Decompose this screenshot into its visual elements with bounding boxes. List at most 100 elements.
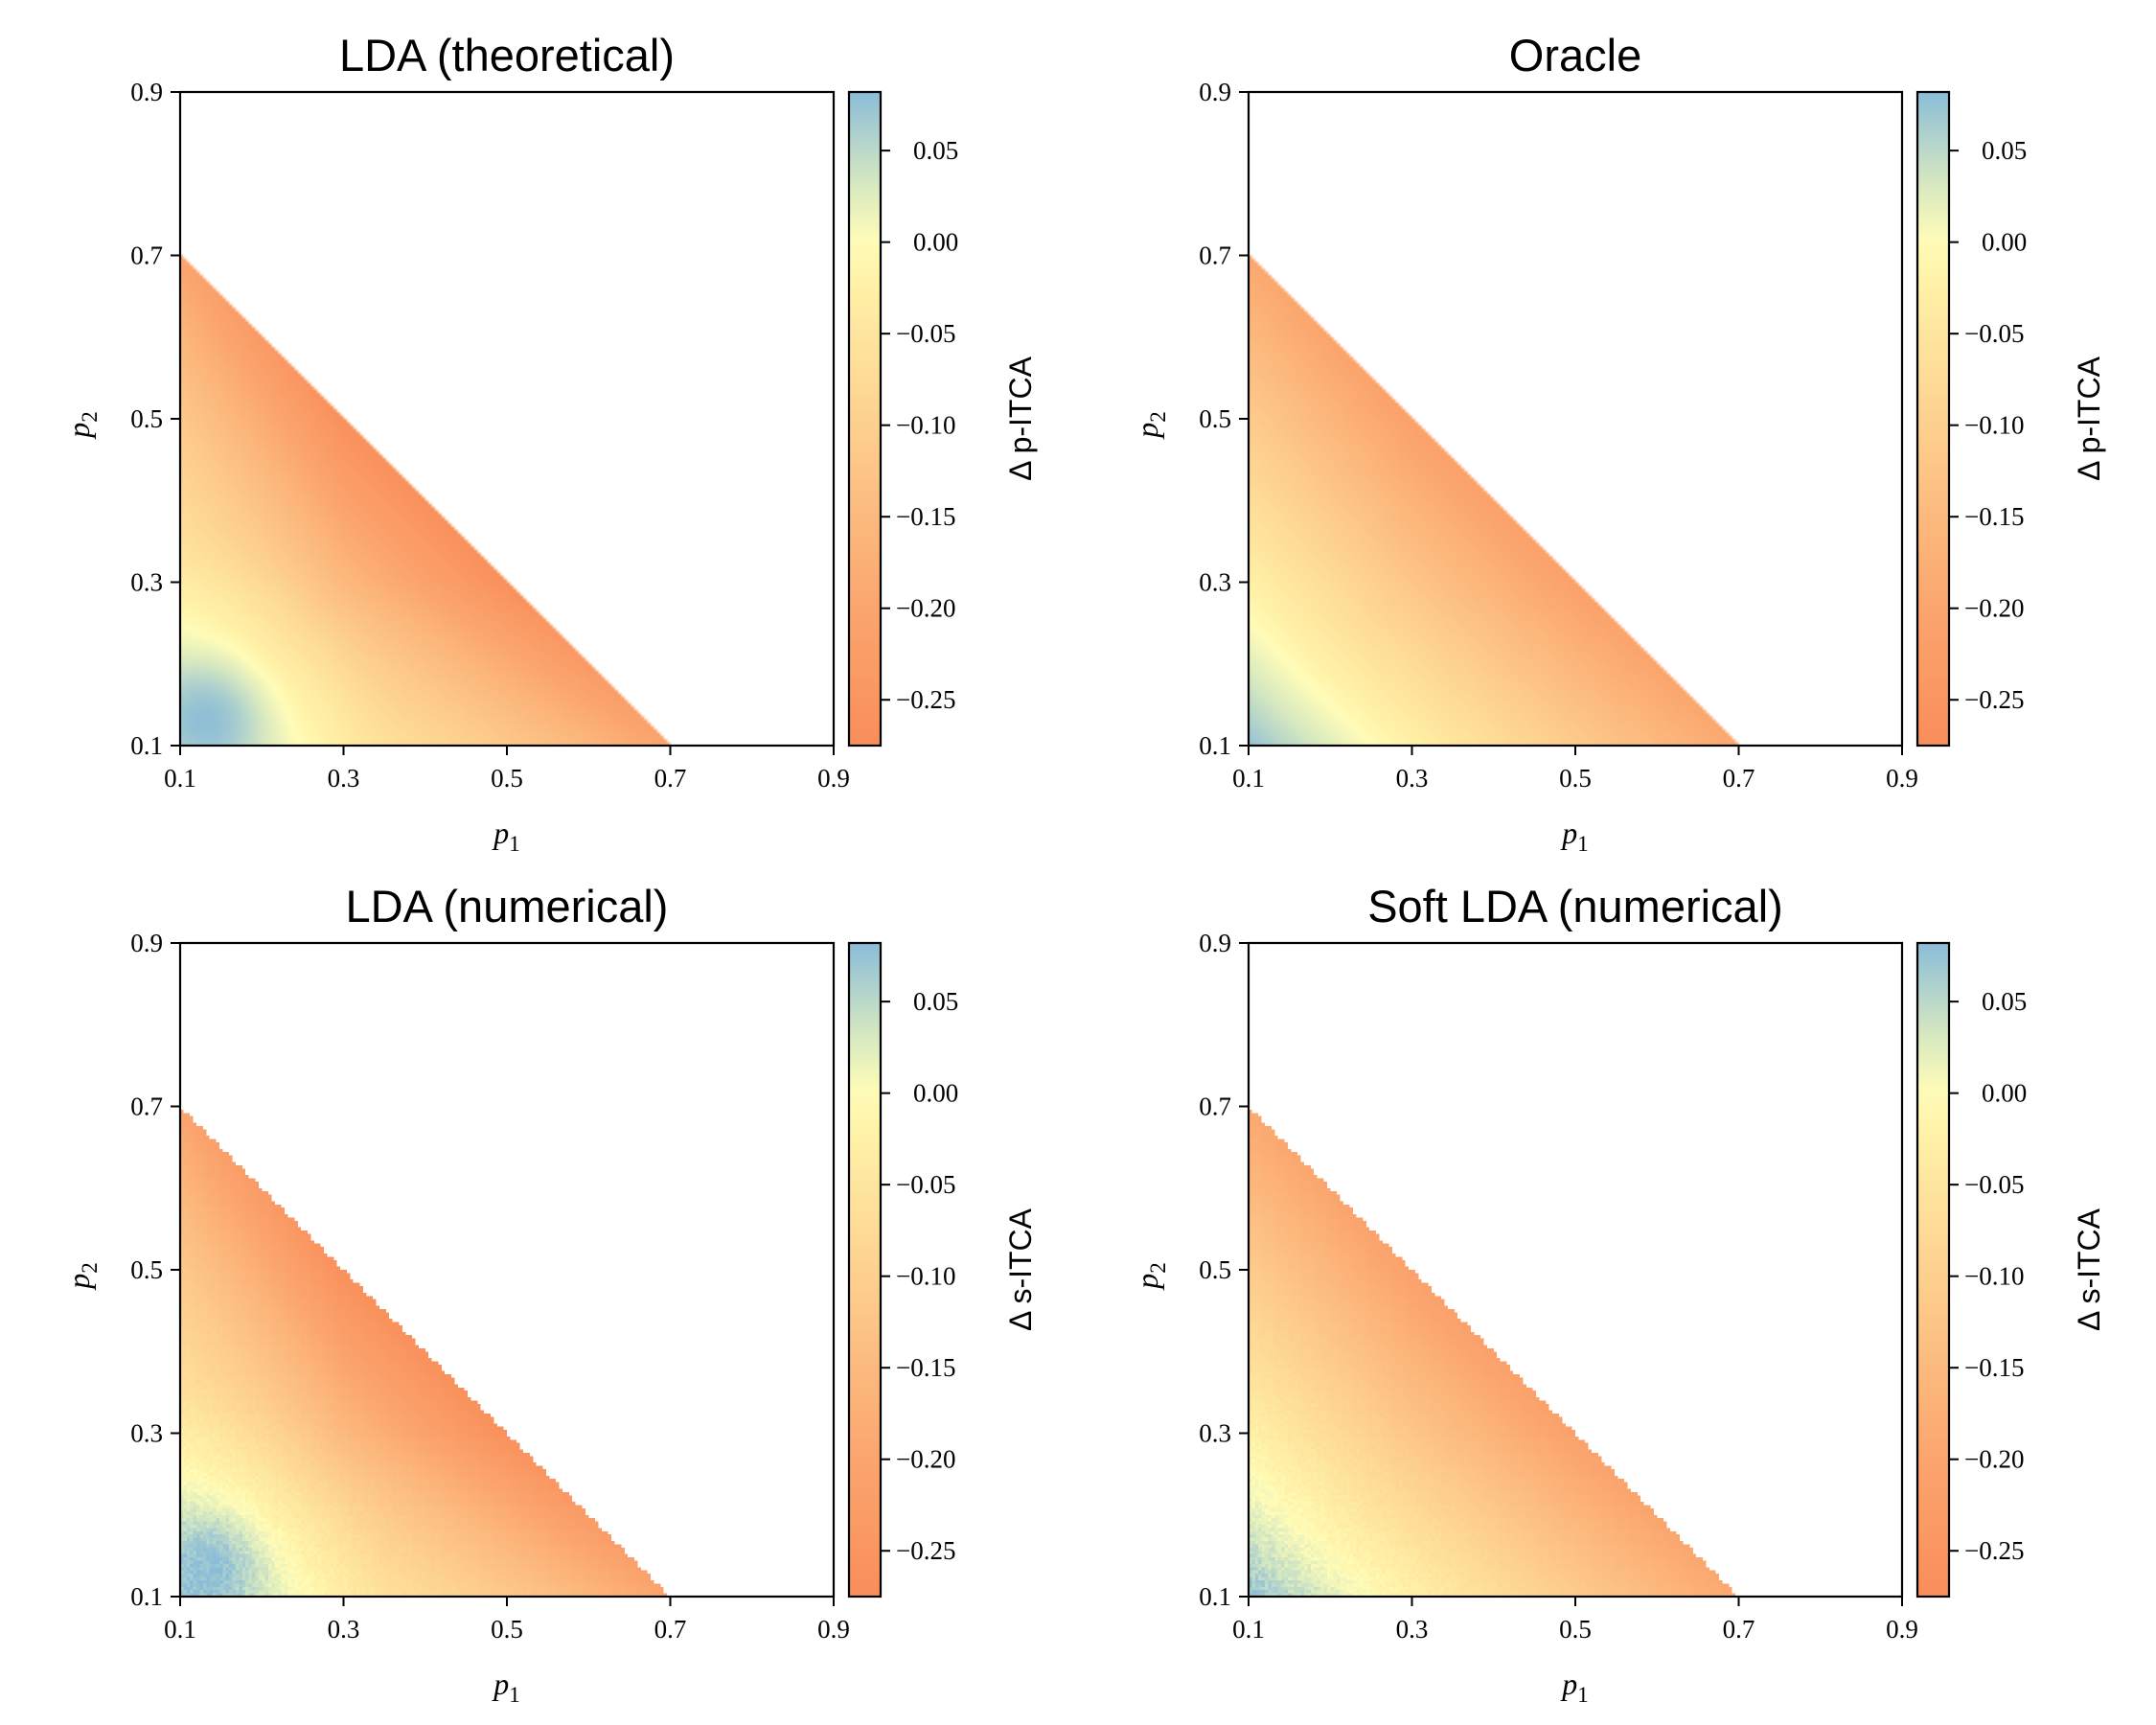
colorbar (849, 943, 881, 1597)
y-axis-label: p2 (1130, 1262, 1170, 1291)
x-tick-label: 0.1 (1232, 764, 1265, 793)
panel-title: Soft LDA (numerical) (1367, 881, 1783, 932)
x-tick-label: 0.1 (1232, 1615, 1265, 1644)
colorbar-tick-label: −0.05 (896, 319, 955, 348)
colorbar-tick-label: −0.15 (1964, 1353, 2024, 1382)
y-tick-label: 0.3 (130, 1419, 163, 1448)
colorbar-tick-label: −0.25 (1964, 1536, 2024, 1565)
y-tick-label: 0.9 (130, 929, 163, 957)
y-tick-label: 0.3 (130, 568, 163, 597)
colorbar-frame (847, 90, 883, 748)
colorbar (1917, 943, 1949, 1597)
y-tick-label: 0.3 (1199, 568, 1231, 597)
x-tick-label: 0.7 (1723, 1615, 1755, 1644)
y-tick-label: 0.7 (1199, 242, 1231, 270)
y-tick-label: 0.5 (130, 1255, 163, 1284)
colorbar-tick-label: −0.25 (896, 1536, 955, 1565)
panel-1: LDA (theoretical) 0.1 0.3 0.5 0.7 0.9 0.1 0.3 0.… (61, 30, 1038, 856)
x-axis-label: p1 (1560, 1667, 1589, 1707)
colorbar-tick-label: 0.00 (913, 1079, 958, 1108)
y-tick-label: 0.5 (1199, 404, 1231, 433)
x-tick-label: 0.9 (817, 764, 850, 793)
colorbar-tick-label: −0.25 (896, 685, 955, 714)
panel-4: Soft LDA (numerical) 0.1 0.3 0.5 0.7 0.9 0.1 0.… (1130, 881, 2106, 1707)
colorbar-tick-label: −0.25 (1964, 685, 2024, 714)
colorbar-tick-label: −0.20 (1964, 1445, 2024, 1474)
colorbar-tick-label: 0.05 (913, 987, 958, 1016)
x-tick-label: 0.1 (164, 764, 196, 793)
y-tick-label: 0.9 (130, 78, 163, 106)
colorbar-tick-label: −0.10 (896, 411, 955, 440)
x-tick-label: 0.5 (1559, 764, 1592, 793)
heatmap-image (1249, 92, 1902, 746)
y-tick-label: 0.9 (1199, 78, 1231, 106)
panels: LDA (theoretical) 0.1 0.3 0.5 0.7 0.9 0.1 0.3 0.… (61, 30, 2106, 1707)
colorbar-tick-label: −0.20 (896, 594, 955, 623)
y-axis-label: p2 (61, 1262, 102, 1291)
colorbar-tick-label: 0.05 (913, 136, 958, 165)
colorbar-tick-label: −0.15 (896, 1353, 955, 1382)
x-tick-label: 0.1 (164, 1615, 196, 1644)
colorbar-tick-label: 0.05 (1982, 987, 2027, 1016)
panel-title: LDA (theoretical) (339, 30, 675, 80)
y-tick-label: 0.1 (1199, 1582, 1231, 1611)
colorbar (849, 92, 881, 746)
y-axis-label: p2 (1130, 411, 1170, 440)
colorbar-label: Δ s-ITCA (1003, 1208, 1038, 1331)
x-axis-label: p1 (492, 1667, 520, 1707)
y-tick-label: 0.7 (1199, 1092, 1231, 1121)
y-tick-label: 0.1 (130, 731, 163, 760)
colorbar-tick-label: −0.20 (1964, 594, 2024, 623)
colorbar-frame (847, 941, 883, 1598)
x-tick-label: 0.7 (1723, 764, 1755, 793)
y-tick-label: 0.7 (130, 242, 163, 270)
colorbar-tick-label: 0.00 (913, 228, 958, 257)
x-tick-label: 0.3 (328, 1615, 360, 1644)
colorbar-tick-label: −0.10 (1964, 411, 2024, 440)
colorbar-label: Δ p-ITCA (1003, 356, 1038, 481)
x-tick-label: 0.9 (1886, 1615, 1918, 1644)
panel-title: Oracle (1509, 30, 1641, 80)
x-tick-label: 0.3 (1396, 1615, 1429, 1644)
colorbar-tick-label: 0.00 (1982, 228, 2027, 257)
y-tick-label: 0.1 (130, 1582, 163, 1611)
heatmap-image (180, 92, 834, 746)
x-tick-label: 0.5 (491, 764, 523, 793)
colorbar-tick-label: 0.00 (1982, 1079, 2027, 1108)
colorbar-tick-label: −0.05 (1964, 1170, 2024, 1199)
colorbar-tick-label: −0.15 (896, 502, 955, 531)
colorbar-label: Δ p-ITCA (2072, 356, 2106, 481)
y-tick-label: 0.3 (1199, 1419, 1231, 1448)
colorbar-tick-label: −0.05 (1964, 319, 2024, 348)
heatmap-image (180, 943, 834, 1597)
x-axis-label: p1 (492, 816, 520, 856)
colorbar-tick-label: −0.10 (1964, 1262, 2024, 1291)
panel-2: Oracle 0.1 0.3 0.5 0.7 0.9 0.1 0.3 0.5 0.7 0.9 p1 p2… (1130, 30, 2106, 856)
y-tick-label: 0.1 (1199, 731, 1231, 760)
colorbar-tick-label: 0.05 (1982, 136, 2027, 165)
colorbar-tick-label: −0.10 (896, 1262, 955, 1291)
x-tick-label: 0.3 (1396, 764, 1429, 793)
heatmap-image (1249, 943, 1902, 1597)
x-tick-label: 0.7 (654, 1615, 687, 1644)
colorbar (1917, 92, 1949, 746)
x-tick-label: 0.5 (491, 1615, 523, 1644)
colorbar-tick-label: −0.15 (1964, 502, 2024, 531)
panel-title: LDA (numerical) (346, 881, 669, 932)
x-tick-label: 0.3 (328, 764, 360, 793)
colorbar-frame (1915, 941, 1951, 1598)
y-axis-label: p2 (61, 411, 102, 440)
y-tick-label: 0.5 (1199, 1255, 1231, 1284)
x-tick-label: 0.9 (817, 1615, 850, 1644)
x-tick-label: 0.5 (1559, 1615, 1592, 1644)
y-tick-label: 0.5 (130, 404, 163, 433)
colorbar-frame (1915, 90, 1951, 748)
y-tick-label: 0.9 (1199, 929, 1231, 957)
colorbar-label: Δ s-ITCA (2072, 1208, 2106, 1331)
colorbar-tick-label: −0.20 (896, 1445, 955, 1474)
x-tick-label: 0.7 (654, 764, 687, 793)
x-tick-label: 0.9 (1886, 764, 1918, 793)
colorbar-tick-label: −0.05 (896, 1170, 955, 1199)
panel-3: LDA (numerical) 0.1 0.3 0.5 0.7 0.9 0.1 0.3 0.5 0… (61, 881, 1038, 1707)
